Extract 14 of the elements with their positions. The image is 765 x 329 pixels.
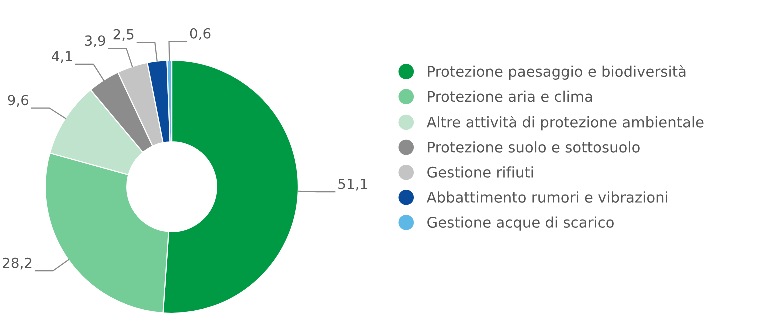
data-label: 9,6 (8, 95, 29, 108)
legend-label: Protezione suolo e sottosuolo (428, 142, 640, 153)
legend-label: Protezione paesaggio e biodiversità (428, 65, 686, 80)
legend-label: Protezione aria e clima (428, 90, 592, 102)
data-label: 51,1 (338, 179, 368, 191)
data-label: 0,6 (190, 28, 211, 40)
legend-label: Gestione rifiuti (428, 166, 534, 178)
legend-label: Altre attività di protezione ambientale (426, 116, 704, 131)
legend-label: Abbattimento rumori e vibrazioni (426, 192, 668, 203)
data-label: 2,5 (114, 29, 134, 42)
legend-label: Gestione acque di scarico (428, 216, 614, 231)
data-label: 4,1 (52, 51, 72, 64)
data-label: 3,9 (85, 36, 106, 48)
data-label: 28,2 (3, 258, 32, 270)
